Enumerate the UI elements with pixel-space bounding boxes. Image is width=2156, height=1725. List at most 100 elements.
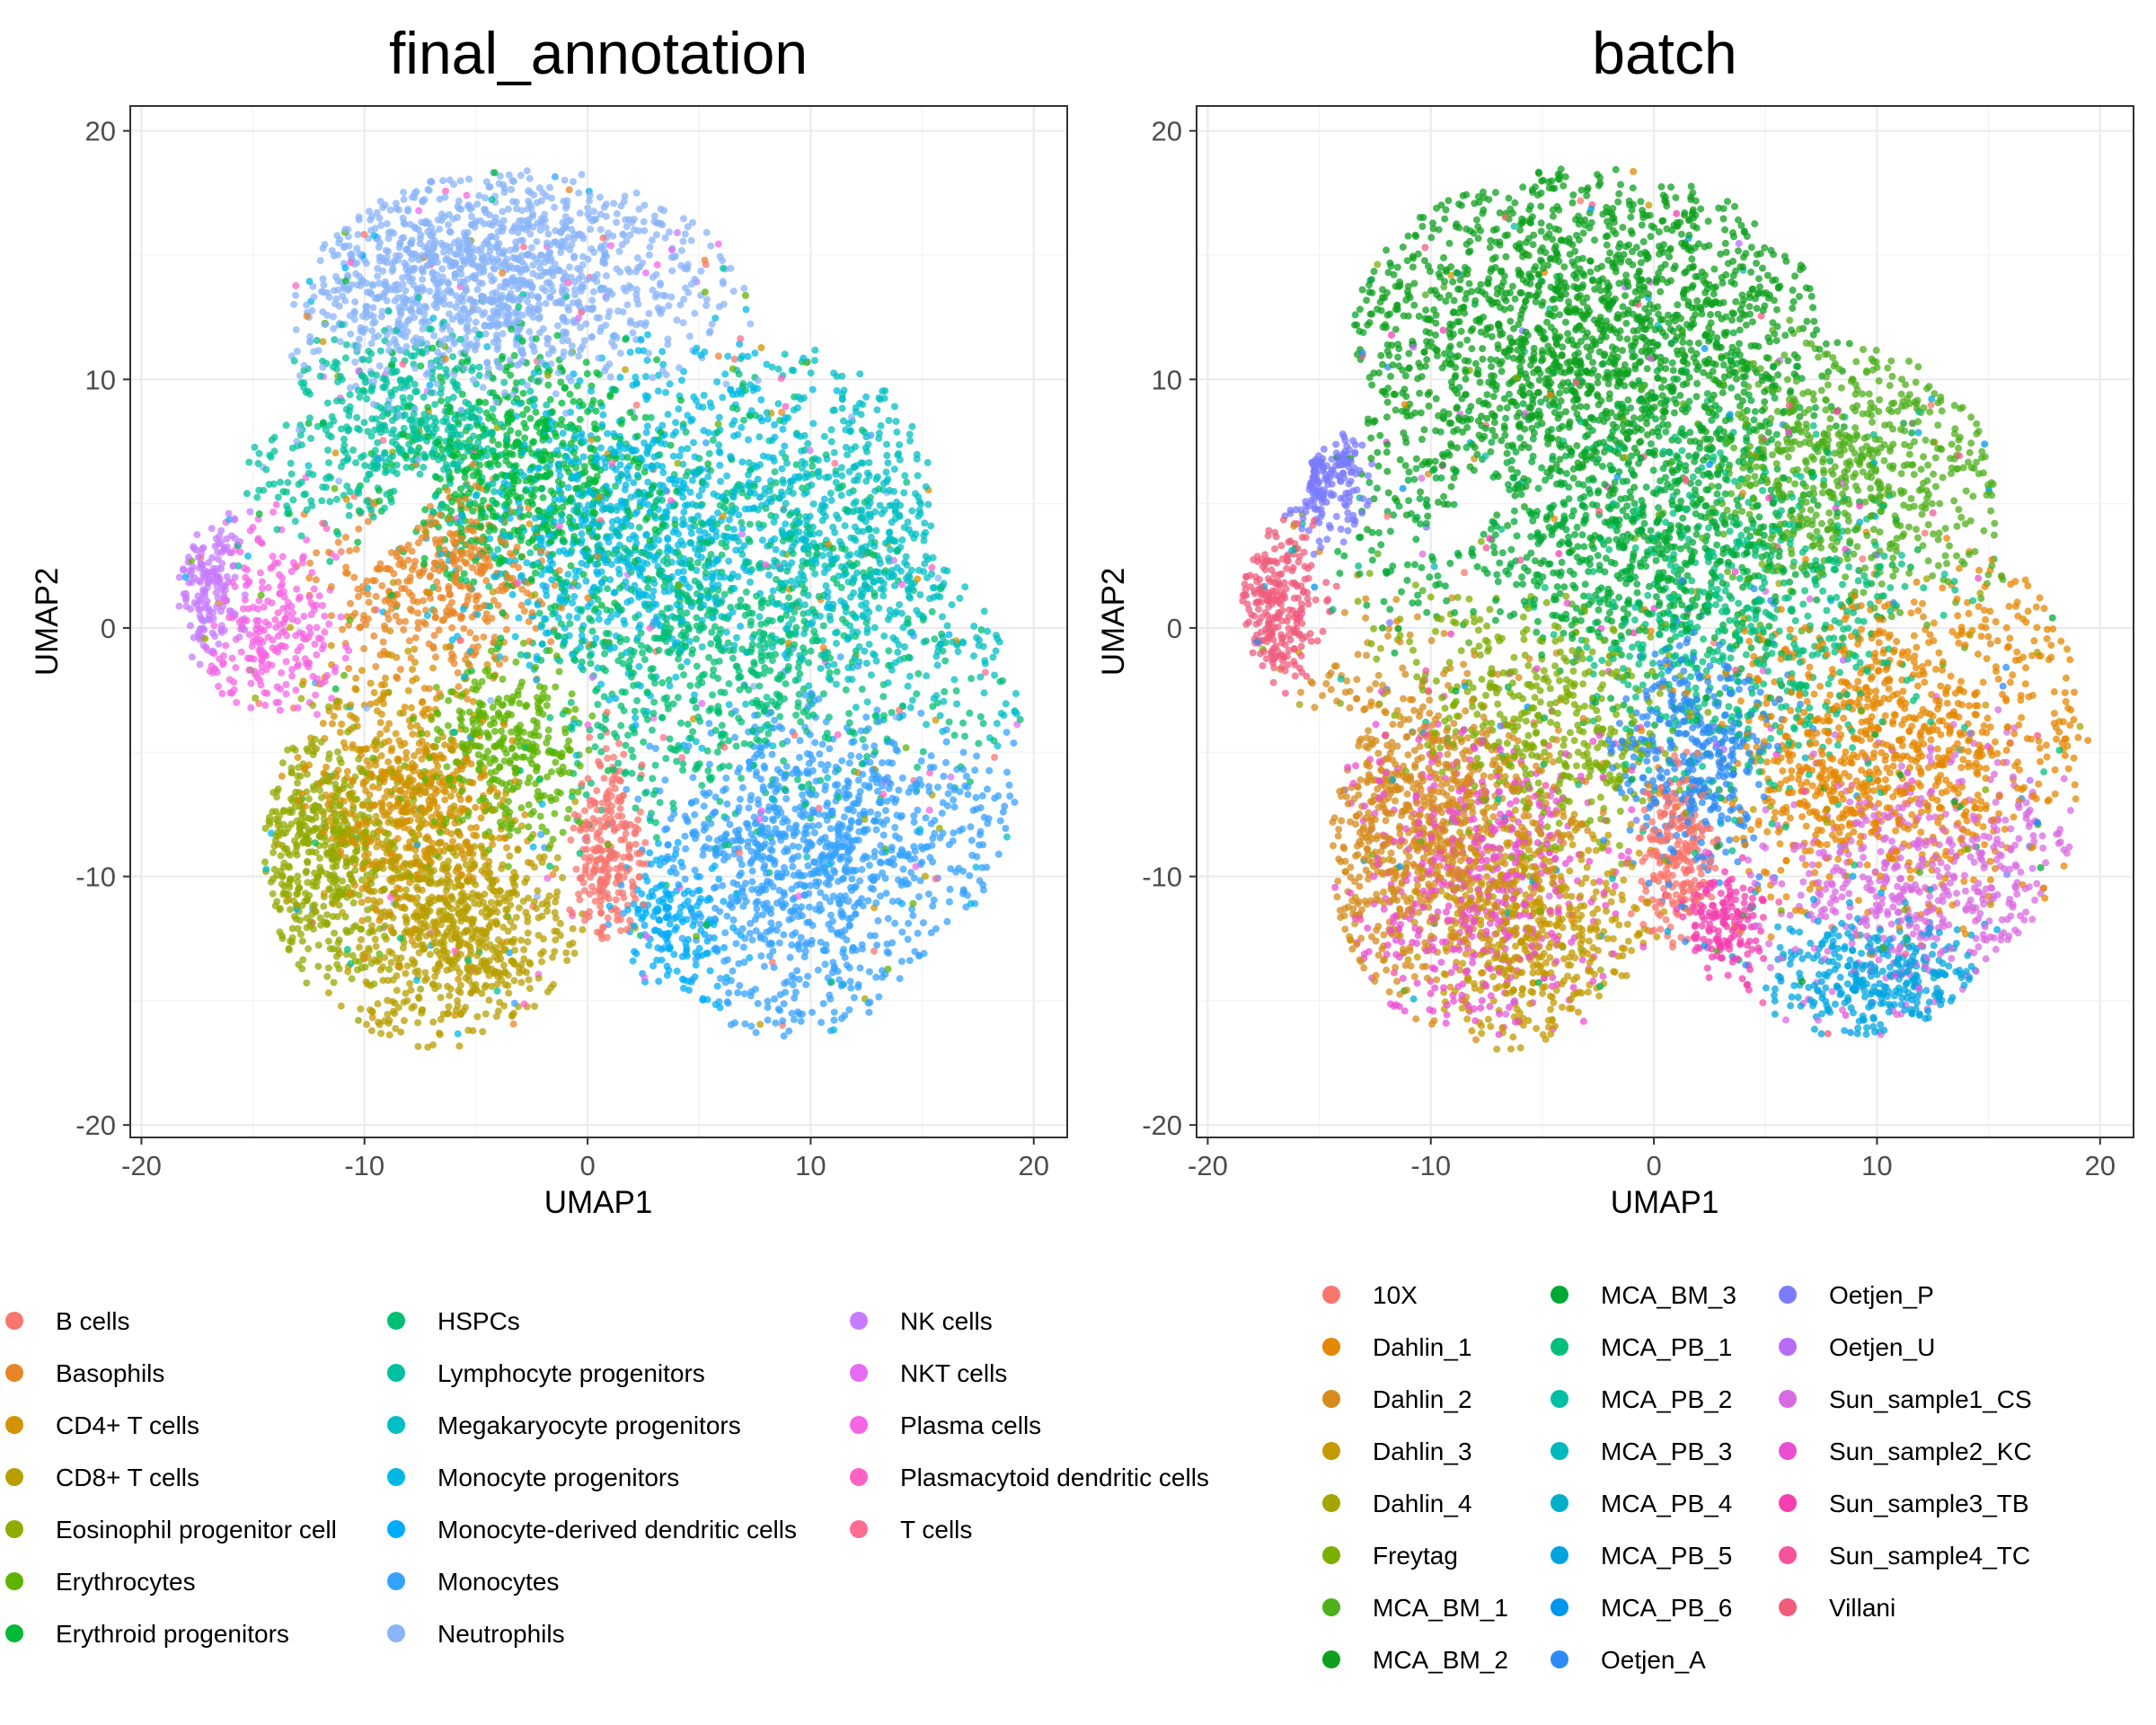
data-point [970,623,978,630]
data-point [492,331,500,339]
data-point [355,525,363,533]
data-point [374,1000,382,1008]
data-point [717,477,724,485]
data-point [950,676,959,684]
data-point [633,254,641,262]
data-point [747,796,755,804]
data-point [319,275,327,283]
data-point [589,288,597,296]
data-point [831,528,839,536]
data-point [755,433,764,441]
data-point [798,903,806,911]
data-point [588,296,596,305]
data-point [394,578,402,586]
data-point [873,406,881,414]
data-point [705,835,713,843]
data-point [781,815,789,823]
data-point [355,891,363,899]
data-point [374,438,382,447]
data-point [386,206,394,214]
data-point [460,570,468,578]
data-point [883,440,890,448]
data-point [215,640,223,648]
data-point [605,307,614,315]
data-point [366,208,373,216]
data-point [908,422,916,430]
data-point [350,811,358,819]
data-point [973,752,981,760]
data-point [370,688,378,696]
data-point [500,189,508,196]
data-point [842,608,850,616]
data-point [426,951,434,959]
data-point [535,683,543,691]
data-point [544,381,552,389]
data-point [282,690,290,698]
data-point [643,357,651,365]
data-point [576,415,584,423]
data-point [808,481,816,489]
data-point [704,539,712,547]
data-point [899,865,907,873]
data-point [823,816,831,824]
data-point [711,1001,720,1008]
data-point [467,213,475,220]
data-point [683,946,691,954]
data-point [504,981,512,989]
data-point [948,601,956,609]
data-point [826,490,835,497]
data-point [550,490,558,498]
data-point [388,429,395,438]
data-point [450,371,458,379]
data-point [980,689,988,697]
data-point [939,613,946,621]
data-point [928,607,936,615]
data-point [520,243,527,251]
data-point [807,369,815,377]
data-point [383,725,391,733]
data-point [337,425,345,433]
data-point [561,384,569,392]
data-point [494,545,502,553]
data-point [517,936,526,944]
data-point [727,264,735,272]
data-point [729,654,737,662]
data-point [742,588,750,596]
data-point [321,628,329,636]
data-point [755,682,764,690]
data-point [610,385,618,394]
data-point [666,920,674,928]
data-point [304,857,311,865]
data-point [678,952,686,960]
data-point [832,470,840,478]
data-point [890,556,898,564]
data-point [569,924,577,933]
data-point [863,698,871,706]
data-point [409,666,417,674]
data-point [232,664,240,672]
data-point [297,694,305,703]
data-point [466,629,474,637]
data-point [542,629,550,637]
data-point [765,571,773,579]
data-point [920,950,928,958]
data-point [655,536,663,544]
data-point [593,928,601,936]
data-point [575,890,582,898]
data-point [218,690,226,697]
data-point [403,962,411,970]
data-point [323,483,331,491]
data-point [351,298,359,305]
data-point [658,496,666,504]
data-point [723,998,731,1006]
data-point [922,553,930,561]
data-point [479,1028,487,1036]
data-point [337,548,345,556]
data-point [563,957,571,965]
data-point [370,632,378,640]
data-point [400,195,408,203]
data-point [603,606,611,614]
data-point [622,335,630,343]
data-point [906,594,915,602]
data-point [565,613,573,621]
